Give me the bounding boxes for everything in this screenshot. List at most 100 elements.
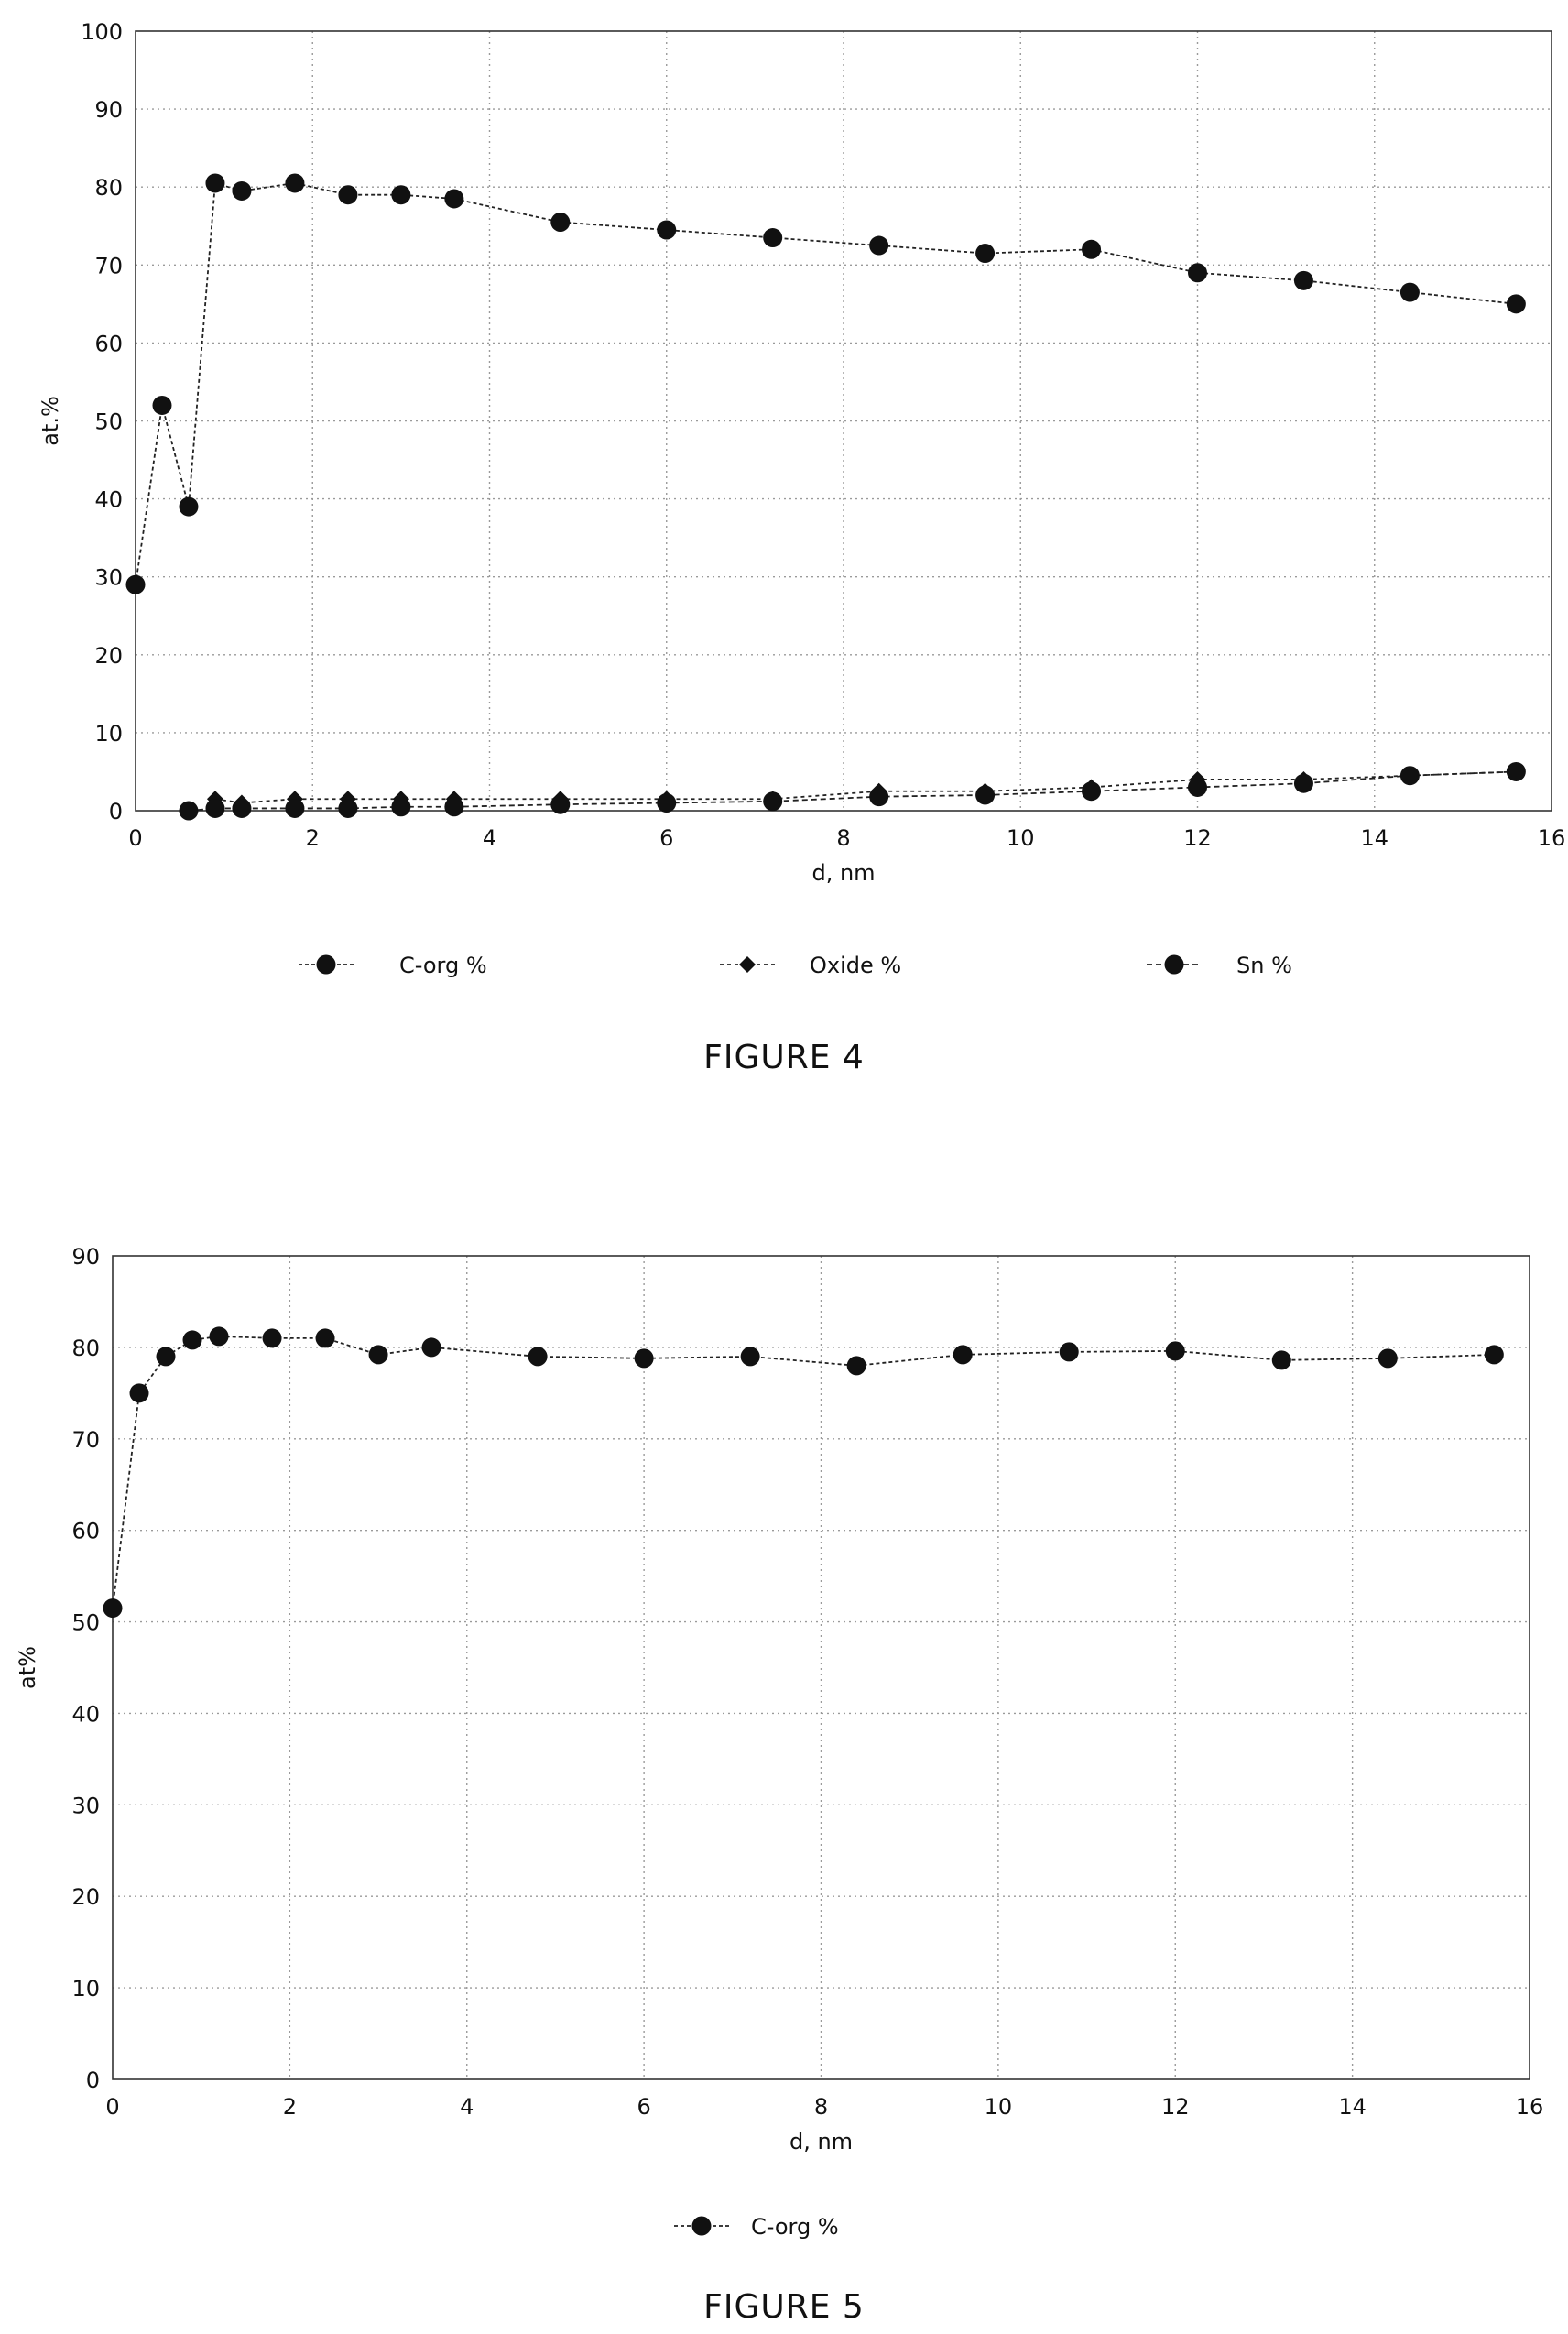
chart1-x-axis-label: d, nm bbox=[789, 2129, 853, 2154]
chart0-y-tick-label: 20 bbox=[94, 643, 123, 669]
chart1-y-tick-label: 70 bbox=[71, 1427, 100, 1453]
chart0-x-tick-label: 2 bbox=[306, 825, 320, 851]
chart-figure-4: 0 2 4 6 8 10 12 14 16 0 10 20 30 40 50 60 70 80 90 100 d, nm… bbox=[38, 19, 1565, 978]
chart1-x-tick-label: 6 bbox=[637, 2094, 650, 2120]
chart0-data-point bbox=[391, 185, 411, 205]
chart1-data-point bbox=[740, 1347, 760, 1367]
chart0-data-point bbox=[1188, 777, 1207, 797]
chart1-data-point bbox=[953, 1345, 973, 1365]
chart0-y-tick-label: 100 bbox=[81, 19, 123, 45]
figure-5-caption: FIGURE 5 bbox=[703, 2288, 865, 2326]
chart0-y-tick-label: 90 bbox=[94, 97, 123, 123]
chart0-legend-label: Oxide % bbox=[810, 953, 901, 978]
chart0-data-point bbox=[763, 791, 783, 812]
chart0-legend-marker bbox=[1164, 954, 1184, 975]
chart1-legend-marker bbox=[691, 2216, 712, 2236]
chart1-data-point bbox=[1059, 1342, 1079, 1362]
chart1-data-point bbox=[1377, 1348, 1398, 1369]
chart1-y-tick-label: 50 bbox=[71, 1610, 100, 1636]
chart1-y-tick-label: 20 bbox=[71, 1884, 100, 1910]
chart1-data-point bbox=[129, 1383, 149, 1403]
chart0-data-point bbox=[869, 235, 889, 256]
chart1-data-point bbox=[182, 1330, 202, 1350]
chart0-y-tick-label: 80 bbox=[94, 175, 123, 201]
chart-figure-5: 0 2 4 6 8 10 12 14 16 0 10 20 30 40 50 60 70 80 90 d, nm at%… bbox=[15, 1244, 1543, 2240]
chart0-data-point bbox=[338, 185, 358, 205]
chart1-data-point bbox=[1484, 1345, 1504, 1365]
chart0-data-point bbox=[975, 244, 996, 264]
chart0-data-point bbox=[232, 180, 252, 201]
chart0-data-point bbox=[869, 787, 889, 807]
chart0-data-point bbox=[232, 798, 252, 818]
chart1-x-tick-label: 12 bbox=[1161, 2094, 1190, 2120]
chart0-x-tick-label: 14 bbox=[1360, 825, 1388, 851]
chart1-y-tick-label: 80 bbox=[71, 1336, 100, 1361]
chart0-plot-frame bbox=[135, 30, 1552, 812]
chart0-data-point bbox=[179, 801, 199, 821]
chart0-data-point bbox=[657, 220, 677, 240]
chart0-series-line bbox=[188, 770, 1517, 812]
chart0-data-point bbox=[338, 798, 358, 818]
chart0-y-tick-label: 0 bbox=[109, 799, 123, 824]
chart0-y-axis-label: at.% bbox=[38, 396, 63, 446]
chart1-y-tick-label: 10 bbox=[71, 1976, 100, 2001]
chart1-y-tick-label: 0 bbox=[86, 2067, 100, 2093]
chart0-y-tick-label: 10 bbox=[94, 721, 123, 747]
figure-4-caption: FIGURE 4 bbox=[703, 1039, 865, 1076]
chart0-data-point bbox=[125, 574, 146, 594]
chart0-x-tick-label: 0 bbox=[128, 825, 142, 851]
chart1-y-tick-label: 30 bbox=[71, 1793, 100, 1818]
chart1-x-tick-label: 2 bbox=[283, 2094, 297, 2120]
chart0-x-tick-label: 4 bbox=[483, 825, 496, 851]
chart0-data-point bbox=[285, 173, 305, 193]
chart0-data-point bbox=[285, 798, 305, 818]
chart0-data-point bbox=[444, 797, 464, 817]
chart0-series-line bbox=[214, 770, 1517, 804]
chart1-data-point bbox=[846, 1356, 866, 1376]
chart0-x-axis-label: d, nm bbox=[811, 860, 875, 886]
chart0-x-tick-label: 12 bbox=[1183, 825, 1212, 851]
chart0-data-point bbox=[205, 173, 225, 193]
chart0-data-point bbox=[763, 228, 783, 248]
chart1-x-tick-label: 4 bbox=[460, 2094, 474, 2120]
chart1-y-axis-label: at% bbox=[15, 1646, 40, 1689]
chart0-legend-marker bbox=[316, 954, 336, 975]
chart0-data-point bbox=[550, 212, 571, 232]
chart0-x-tick-label: 10 bbox=[1007, 825, 1035, 851]
chart0-data-point bbox=[1506, 294, 1526, 314]
chart1-data-point bbox=[1165, 1341, 1185, 1361]
chart1-data-point bbox=[103, 1598, 123, 1619]
chart0-legend-label: C-org % bbox=[399, 953, 487, 978]
chart1-legend-label: C-org % bbox=[751, 2214, 839, 2240]
chart0-x-tick-label: 8 bbox=[836, 825, 850, 851]
chart0-legend-label: Sn % bbox=[1236, 953, 1292, 978]
chart0-series-line bbox=[135, 181, 1517, 585]
chart1-plot-frame bbox=[112, 1255, 1530, 2080]
chart0-y-tick-label: 70 bbox=[94, 253, 123, 278]
chart0-data-point bbox=[657, 792, 677, 813]
chart0-data-point bbox=[1188, 263, 1207, 283]
chart1-data-point bbox=[209, 1326, 229, 1347]
chart0-data-point bbox=[1082, 239, 1102, 259]
chart0-data-point bbox=[1399, 282, 1420, 302]
chart0-y-tick-label: 50 bbox=[94, 409, 123, 435]
chart0-y-tick-label: 40 bbox=[94, 487, 123, 513]
chart0-data-point bbox=[444, 189, 464, 209]
chart1-series-line bbox=[112, 1336, 1495, 1609]
chart1-data-point bbox=[421, 1337, 441, 1358]
chart1-data-point bbox=[368, 1345, 388, 1365]
chart1-x-tick-label: 8 bbox=[814, 2094, 828, 2120]
chart0-data-point bbox=[152, 395, 172, 415]
chart1-y-tick-label: 60 bbox=[71, 1519, 100, 1544]
chart1-y-tick-label: 40 bbox=[71, 1701, 100, 1727]
chart1-data-point bbox=[262, 1328, 282, 1348]
chart0-data-point bbox=[1082, 781, 1102, 802]
chart1-data-point bbox=[1271, 1350, 1291, 1370]
chart1-series-0 bbox=[103, 1326, 1504, 1619]
chart1-data-point bbox=[156, 1347, 176, 1367]
chart0-data-point bbox=[1399, 766, 1420, 786]
chart1-x-tick-label: 10 bbox=[985, 2094, 1013, 2120]
chart0-series-0 bbox=[125, 173, 1526, 594]
chart1-data-point bbox=[315, 1328, 335, 1348]
